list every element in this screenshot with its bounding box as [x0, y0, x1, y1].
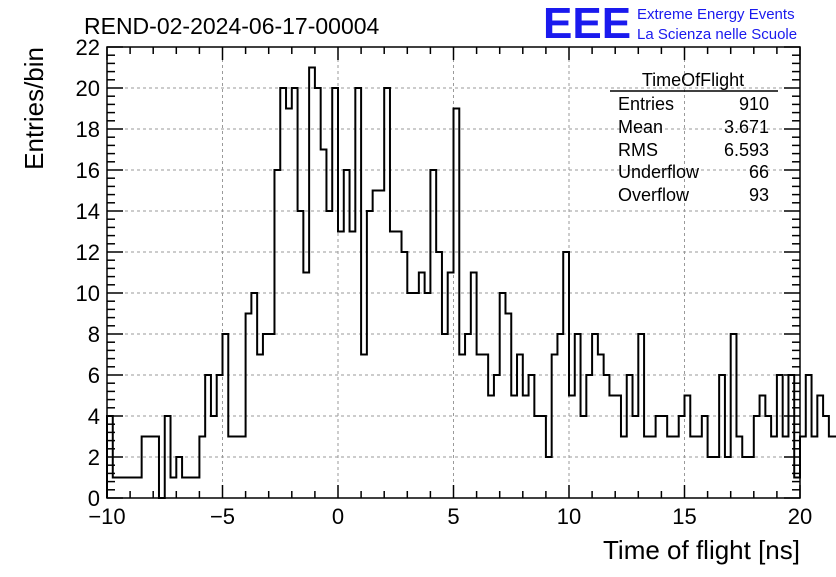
y-tick-label: 6 [88, 363, 100, 388]
brand-line-2: La Scienza nelle Scuole [637, 26, 797, 43]
stats-entries-value: 910 [739, 94, 769, 114]
x-tick-label: −5 [210, 504, 235, 529]
x-tick-label: 0 [332, 504, 344, 529]
y-tick-label: 14 [76, 199, 100, 224]
brand-line-1: Extreme Energy Events [637, 6, 795, 23]
y-tick-label: 20 [76, 76, 100, 101]
y-tick-label: 10 [76, 281, 100, 306]
y-tick-label: 22 [76, 35, 100, 60]
histogram-series-line [106, 66, 836, 499]
x-tick-label: 10 [557, 504, 581, 529]
x-axis-label: Time of flight [ns] [603, 535, 800, 565]
y-tick-label: 2 [88, 445, 100, 470]
stats-underflow-value: 66 [749, 162, 769, 182]
axis-ticks [106, 46, 801, 499]
stats-mean-label: Mean [618, 117, 663, 137]
stats-box: TimeOfFlight Entries 910 Mean 3.671 RMS … [610, 70, 778, 205]
y-tick-label: 18 [76, 117, 100, 142]
x-tick-label: 20 [788, 504, 812, 529]
stats-mean-value: 3.671 [724, 117, 769, 137]
stats-title: TimeOfFlight [642, 70, 744, 90]
y-axis-label: Entries/bin [19, 47, 49, 170]
y-tick-label: 0 [88, 486, 100, 511]
stats-rms-label: RMS [618, 140, 658, 160]
y-tick-label: 16 [76, 158, 100, 183]
x-tick-label: 5 [447, 504, 459, 529]
y-tick-label: 8 [88, 322, 100, 347]
x-tick-label: −10 [88, 504, 125, 529]
y-tick-label: 4 [88, 404, 100, 429]
stats-overflow-value: 93 [749, 185, 769, 205]
axis-tick-labels: −10 −5 0 5 10 15 20 0 2 4 6 8 10 12 14 16 18 20 22 [76, 35, 813, 529]
stats-underflow-label: Underflow [618, 162, 700, 182]
stats-rms-value: 6.593 [724, 140, 769, 160]
y-tick-label: 12 [76, 240, 100, 265]
stats-overflow-label: Overflow [618, 185, 690, 205]
eee-logo: EEE [543, 0, 631, 48]
run-title: REND-02-2024-06-17-00004 [84, 13, 380, 39]
x-tick-label: 15 [672, 504, 696, 529]
stats-entries-label: Entries [618, 94, 674, 114]
